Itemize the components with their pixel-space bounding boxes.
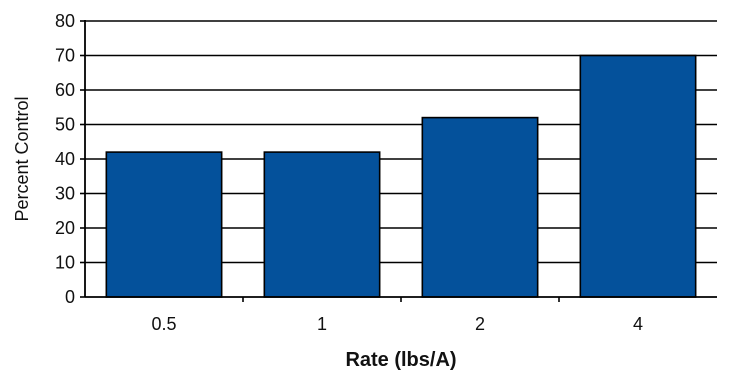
y-tick-label: 70 bbox=[55, 46, 75, 66]
y-tick-label: 80 bbox=[55, 11, 75, 31]
bars bbox=[105, 54, 697, 298]
x-tick-label: 4 bbox=[633, 314, 643, 334]
x-axis-title: Rate (lbs/A) bbox=[345, 349, 456, 371]
bar-1 bbox=[263, 151, 381, 298]
y-tick-labels: 0 10 20 30 40 50 60 70 80 bbox=[55, 11, 85, 307]
bar-2 bbox=[421, 116, 539, 298]
y-tick-label: 0 bbox=[65, 287, 75, 307]
x-tick-label: 1 bbox=[317, 314, 327, 334]
y-tick-label: 10 bbox=[55, 253, 75, 273]
y-tick-label: 30 bbox=[55, 184, 75, 204]
x-tick-labels: 0.5 1 2 4 bbox=[151, 297, 643, 334]
y-tick-label: 20 bbox=[55, 218, 75, 238]
x-tick-label: 2 bbox=[475, 314, 485, 334]
bar-4 bbox=[579, 54, 697, 298]
y-tick-label: 40 bbox=[55, 149, 75, 169]
y-axis-title: Percent Control bbox=[12, 96, 32, 221]
y-tick-label: 50 bbox=[55, 115, 75, 135]
y-tick-label: 60 bbox=[55, 80, 75, 100]
x-tick-label: 0.5 bbox=[151, 314, 176, 334]
bar-0.5 bbox=[105, 151, 223, 298]
